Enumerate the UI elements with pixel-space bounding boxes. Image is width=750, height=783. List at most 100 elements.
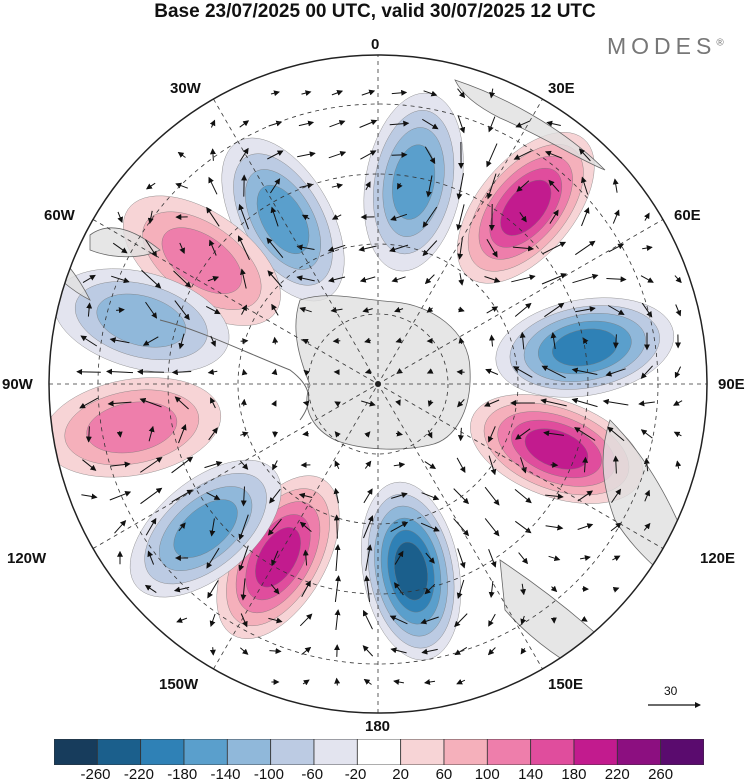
wind-vector — [389, 244, 409, 253]
wind-vector — [334, 431, 341, 438]
wind-vector — [334, 677, 341, 686]
wind-vector — [334, 609, 341, 630]
anomaly-center-positive — [470, 394, 643, 504]
wind-vector — [606, 276, 627, 283]
wind-vector — [331, 90, 344, 96]
wind-vector — [364, 337, 372, 344]
wind-vector — [110, 461, 131, 468]
wind-vector — [299, 613, 313, 627]
wind-vector — [139, 398, 162, 408]
colorbar-segment — [96, 739, 142, 765]
wind-vector — [210, 397, 216, 409]
wind-vector — [458, 337, 465, 345]
wind-vector — [612, 334, 619, 349]
wind-vector — [489, 88, 496, 99]
land-polygon — [89, 227, 161, 258]
wind-vector — [577, 523, 594, 530]
wind-vector — [397, 182, 403, 190]
lon-label-150w: 150W — [159, 676, 199, 693]
wind-vector — [363, 515, 374, 539]
wind-vector — [334, 544, 341, 572]
wind-vector — [270, 90, 280, 97]
wind-vector — [427, 399, 434, 407]
wind-vector — [421, 648, 438, 655]
wind-vector — [328, 276, 346, 283]
wind-vector — [457, 88, 466, 99]
wind-vector — [456, 204, 465, 231]
latitude-circle — [237, 243, 519, 525]
wind-vector — [608, 243, 625, 253]
wind-vector — [673, 400, 683, 406]
wind-vector — [240, 460, 249, 470]
wind-vector — [82, 459, 97, 471]
wind-vector — [266, 237, 284, 259]
wind-vector — [457, 115, 466, 134]
wind-vector — [520, 583, 527, 596]
wind-vector — [512, 245, 535, 252]
wind-vector — [486, 239, 498, 258]
wind-vector — [334, 401, 341, 408]
wind-vector — [173, 270, 192, 288]
page-title: Base 23/07/2025 00 UTC, valid 30/07/2025… — [154, 1, 596, 22]
wind-vector — [270, 206, 279, 227]
wind-vector — [458, 306, 465, 313]
wind-vector — [457, 399, 465, 408]
wind-vector — [394, 582, 404, 596]
wind-vector — [424, 274, 435, 285]
colorbar-segment — [226, 739, 272, 765]
wind-vector — [395, 399, 401, 407]
wind-vector — [453, 518, 470, 537]
wind-vector — [145, 517, 157, 536]
wind-vector — [271, 368, 278, 376]
colorbar-tick-label: 20 — [392, 766, 409, 783]
wind-vector — [486, 306, 499, 314]
wind-vector — [519, 212, 527, 223]
wind-vector — [299, 521, 312, 532]
wind-vector — [302, 549, 309, 566]
wind-vector — [81, 493, 98, 500]
wind-vector — [148, 425, 155, 442]
wind-vector — [424, 679, 436, 685]
wind-vector — [393, 461, 406, 468]
reference-vector-label: 30 — [664, 684, 678, 698]
wind-vector — [424, 461, 437, 469]
wind-vector — [611, 488, 622, 503]
wind-vector — [86, 302, 93, 317]
wind-vector — [210, 335, 216, 347]
wind-vector — [675, 460, 682, 469]
wind-vector — [303, 369, 310, 376]
lon-label-60e: 60E — [674, 207, 701, 224]
wind-vector — [238, 203, 249, 230]
wind-vector — [330, 307, 343, 314]
wind-vector — [421, 492, 440, 501]
wind-vector — [543, 430, 564, 437]
wind-vector — [208, 427, 218, 441]
wind-vector — [178, 423, 187, 444]
wind-vector — [328, 150, 347, 159]
wind-vector — [644, 489, 651, 502]
wind-vector — [550, 585, 558, 593]
wind-vector — [485, 368, 499, 375]
wind-vector — [488, 334, 495, 347]
wind-vector — [425, 552, 435, 564]
wind-vector — [207, 368, 218, 375]
wind-vector — [140, 457, 163, 473]
wind-vector — [575, 240, 596, 256]
wind-vector — [519, 331, 526, 350]
wind-vector — [673, 431, 682, 438]
wind-vector — [457, 237, 464, 260]
wind-vector — [550, 461, 559, 468]
wind-vector — [298, 120, 315, 127]
wind-vector — [174, 396, 189, 410]
lon-label-60w: 60W — [44, 207, 75, 224]
wind-vector — [545, 524, 564, 531]
wind-vector — [240, 431, 249, 438]
wind-vector — [117, 211, 123, 224]
wind-vector — [541, 365, 566, 379]
anomaly-contour — [500, 179, 552, 236]
wind-vector — [177, 151, 186, 158]
colorbar-tick-label: 140 — [518, 766, 544, 783]
wind-vector — [269, 178, 281, 194]
wind-vector — [422, 240, 438, 257]
lon-label-0: 0 — [371, 36, 380, 53]
